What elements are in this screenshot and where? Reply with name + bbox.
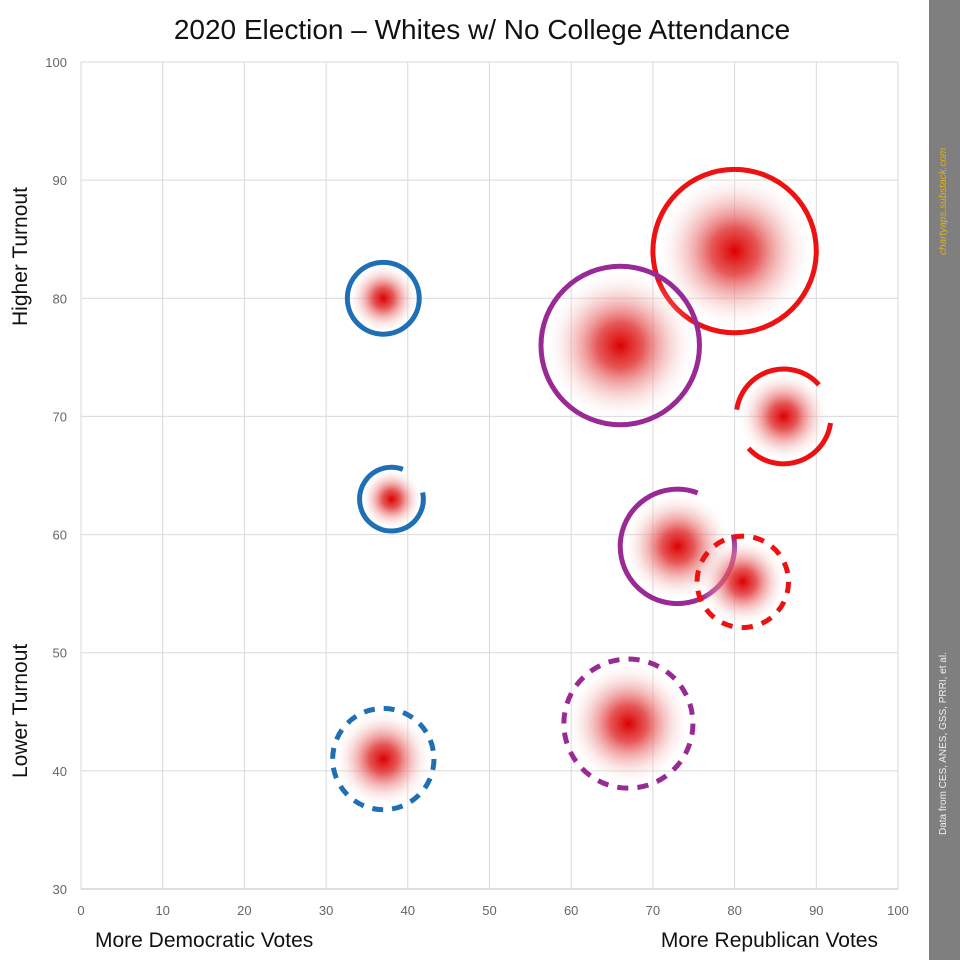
bubble-fill-2 [360,468,423,530]
bubble-fill-4 [656,172,814,330]
x-tick-label-40: 40 [401,903,415,918]
bubble-fill-5 [544,269,697,422]
bubble-fill-9 [566,661,691,786]
bubble-3 [330,705,437,813]
x-tick-label-60: 60 [564,903,578,918]
x-tick-label-100: 100 [887,903,909,918]
x-tick-label-10: 10 [155,903,169,918]
chart-title: 2020 Election – Whites w/ No College Att… [174,14,790,45]
bubbles [330,166,834,813]
y-tick-label-40: 40 [53,764,67,779]
y-tick-label-100: 100 [45,55,67,70]
y-tick-label-30: 30 [53,882,67,897]
x-tick-label-90: 90 [809,903,823,918]
x-axis-label-left: More Democratic Votes [95,929,313,952]
x-tick-label-30: 30 [319,903,333,918]
bubble-ring-8 [694,533,792,631]
bubble-6 [733,366,834,467]
tick-labels: 0 10 20 30 40 50 60 70 80 90 100 30 40 50 60 70 80 90 100 [45,55,909,918]
y-axis-label-bottom: Lower Turnout [9,644,32,778]
bubble-ring-1 [344,259,422,337]
bubble-ring-7 [617,486,738,607]
bubble-2 [357,464,426,534]
bubble-5 [538,263,702,428]
bubble-fill-6 [738,370,830,462]
x-tick-label-20: 20 [237,903,251,918]
y-tick-label-90: 90 [53,173,67,188]
y-tick-label-80: 80 [53,291,67,306]
y-tick-label-50: 50 [53,646,67,661]
bubble-fill-8 [698,537,787,626]
bubble-8 [694,533,792,631]
bubble-4 [650,166,819,336]
y-axis-label-top: Higher Turnout [9,187,32,326]
x-tick-label-80: 80 [727,903,741,918]
x-tick-label-0: 0 [77,903,84,918]
bubble-ring-5 [538,263,702,428]
bubble-ring-9 [561,656,696,791]
bubble-fill-1 [348,263,418,333]
bubble-fill-3 [334,710,432,808]
side-bar [929,0,960,960]
side-credit: chartyaps.substack.com [938,148,949,255]
y-tick-label-70: 70 [53,409,67,424]
bubble-1 [344,259,422,337]
x-axis-label-right: More Republican Votes [661,929,878,952]
x-tick-label-70: 70 [646,903,660,918]
bubble-ring-4 [650,166,819,336]
x-tick-label-50: 50 [482,903,496,918]
bubble-9 [561,656,696,791]
bubble-ring-2 [357,464,426,534]
y-tick-label-60: 60 [53,528,67,543]
bubble-ring-6 [733,366,834,467]
bubble-ring-3 [330,705,437,813]
side-note: Data from CES, ANES, GSS, PRRI, et al. [938,652,949,835]
